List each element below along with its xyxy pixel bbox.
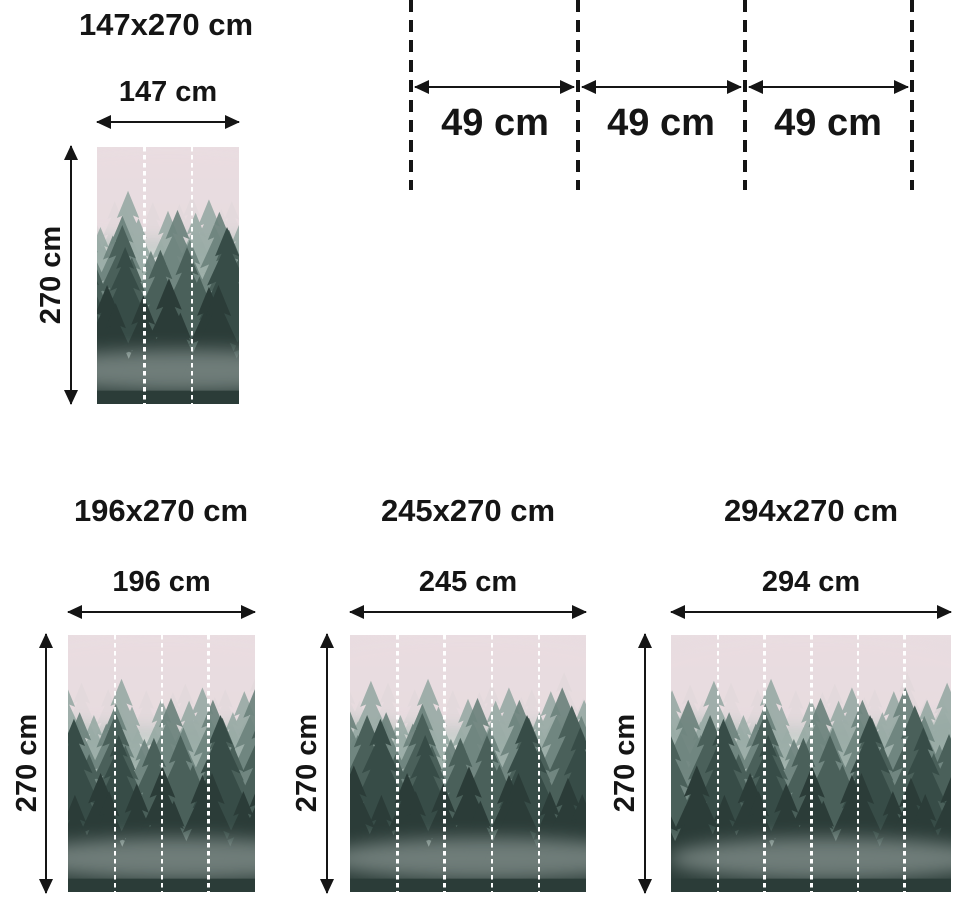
- size-title: 196x270 cm: [73, 493, 249, 528]
- segment-width-arrow: [581, 80, 742, 94]
- width-label: 294 cm: [761, 566, 861, 598]
- roll-cut-line: [409, 0, 413, 190]
- width-arrow: [96, 115, 240, 129]
- segment-width-label: 49 cm: [774, 102, 882, 144]
- width-label: 147 cm: [118, 76, 218, 108]
- panel-cut-line: [207, 635, 210, 892]
- size-title: 245x270 cm: [380, 493, 556, 528]
- panel-cut-line: [443, 635, 446, 892]
- roll-cut-line: [576, 0, 580, 190]
- segment-width-arrow: [748, 80, 909, 94]
- width-label: 196 cm: [112, 566, 211, 598]
- size-title: 294x270 cm: [723, 493, 899, 528]
- size-title: 147x270 cm: [78, 7, 254, 42]
- mural-preview-147x270: [97, 147, 239, 404]
- height-label: 270 cm: [35, 225, 67, 325]
- panel-cut-line: [396, 635, 399, 892]
- panel-cut-line: [810, 635, 813, 892]
- height-label: 270 cm: [291, 713, 323, 813]
- segment-width-label: 49 cm: [607, 102, 715, 144]
- panel-cut-line: [160, 635, 163, 892]
- segment-width-arrow: [414, 80, 575, 94]
- width-arrow: [670, 605, 952, 619]
- mural-preview-294x270: [671, 635, 951, 892]
- panel-cut-line: [490, 635, 494, 892]
- height-arrow: [638, 633, 652, 894]
- segment-width-label: 49 cm: [441, 102, 549, 144]
- panel-cut-line: [537, 635, 541, 892]
- panel-cut-line: [716, 635, 720, 892]
- roll-cut-line: [743, 0, 747, 190]
- mural-preview-245x270: [350, 635, 586, 892]
- height-arrow: [39, 633, 53, 894]
- width-label: 245 cm: [418, 566, 518, 598]
- forest-image: [350, 635, 586, 892]
- width-arrow: [349, 605, 587, 619]
- height-arrow: [320, 633, 334, 894]
- roll-cut-line: [910, 0, 914, 190]
- panel-cut-line: [113, 635, 117, 892]
- width-arrow: [67, 605, 256, 619]
- panel-cut-line: [763, 635, 766, 892]
- panel-cut-line: [856, 635, 860, 892]
- height-arrow: [64, 145, 78, 405]
- forest-image: [97, 147, 239, 404]
- height-label: 270 cm: [11, 713, 43, 813]
- mural-preview-196x270: [68, 635, 255, 892]
- panel-cut-line: [143, 147, 146, 404]
- panel-cut-line: [903, 635, 906, 892]
- panel-cut-line: [190, 147, 194, 404]
- height-label: 270 cm: [609, 713, 641, 813]
